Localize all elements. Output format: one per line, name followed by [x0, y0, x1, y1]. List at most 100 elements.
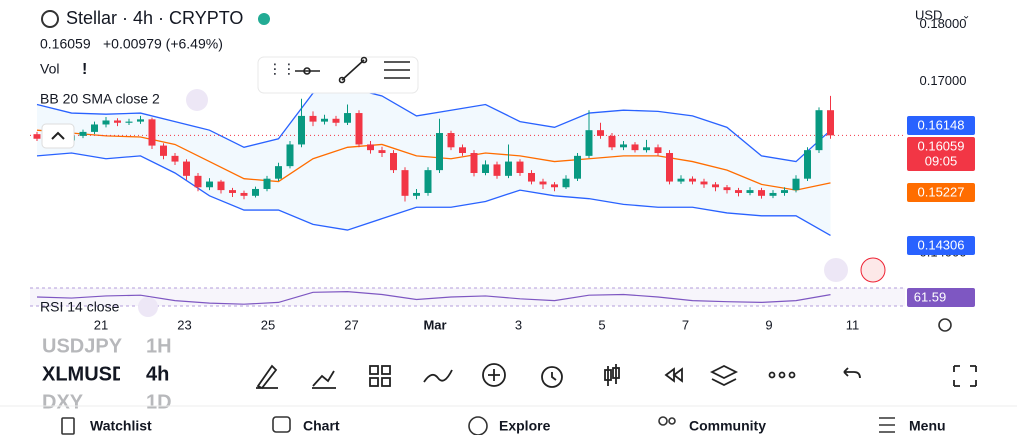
bb-icon	[186, 89, 208, 111]
candle-body	[574, 155, 581, 179]
candle-body	[758, 190, 765, 196]
collapse-button[interactable]	[41, 123, 75, 149]
candle-body	[252, 188, 259, 196]
x-tick-label: 11	[846, 317, 860, 332]
candle-body	[482, 164, 489, 173]
symbol-timeframe: 1D	[146, 391, 172, 413]
bb-upper	[36, 86, 831, 163]
candle-body	[217, 181, 225, 191]
candle-body	[367, 144, 374, 151]
drawing-toolbar[interactable]	[257, 56, 419, 94]
candle-body	[332, 118, 340, 123]
price-tag	[907, 236, 975, 255]
x-tick-label: Mar	[423, 317, 446, 332]
candle-body	[666, 153, 673, 182]
candle-body	[804, 150, 811, 179]
candle-body	[792, 178, 800, 191]
candle-body	[344, 113, 351, 123]
events-icon[interactable]	[824, 258, 848, 282]
x-tick-label: 5	[598, 317, 605, 332]
countdown: 09:05	[925, 153, 958, 168]
symbol-name: DXY	[42, 391, 84, 413]
settings-icon[interactable]	[938, 318, 952, 332]
y-tick-label: 0.17000	[920, 73, 967, 88]
nav-icons	[61, 416, 895, 435]
symbol-timeframe: 4h	[146, 363, 169, 385]
nav-item[interactable]: Menu	[909, 418, 946, 434]
candle-body	[263, 178, 271, 189]
price-tag	[907, 116, 975, 135]
nav-item[interactable]: Chart	[303, 418, 340, 434]
currency[interactable]: USD	[915, 7, 942, 22]
symbol-name: XLMUSD	[42, 363, 126, 385]
last-price: 0.16059	[40, 36, 91, 52]
candle-body	[620, 144, 627, 148]
candle-body	[206, 181, 213, 188]
candle-body	[712, 184, 719, 188]
symbol-timeframe: 1H	[146, 335, 172, 357]
candle-body	[355, 113, 363, 145]
candle-body	[240, 192, 248, 196]
collapse-icon	[51, 131, 65, 140]
candle-body	[424, 170, 432, 193]
bb-lower	[36, 152, 831, 236]
candle-body	[769, 192, 777, 196]
band-fill	[37, 87, 831, 236]
chart-layer: 0.180000.170000.150000.140000.161480.160…	[30, 16, 975, 332]
symbol-name: USDJPY	[42, 335, 123, 357]
price-tag-label: 0.16059	[918, 138, 965, 153]
bb-indicator[interactable]: BB 20 SMA close 2	[40, 91, 160, 107]
candle-body	[631, 144, 639, 151]
candle-body	[125, 121, 133, 123]
candle-body	[516, 161, 524, 173]
candle-body	[378, 150, 386, 154]
candle-body	[148, 119, 156, 146]
candle-body	[321, 118, 328, 122]
candle-body	[171, 155, 179, 162]
drawing-tools	[295, 56, 410, 84]
candle-body	[160, 145, 167, 156]
symbol-title[interactable]: Stellar · 4h · CRYPTO	[66, 8, 243, 28]
candle-body	[815, 110, 823, 151]
candle-body	[493, 164, 501, 176]
candle-body	[827, 110, 834, 136]
price-tag-label: 0.16148	[918, 117, 965, 132]
x-tick-label: 3	[515, 317, 522, 332]
x-tick-label: 9	[765, 317, 772, 332]
x-tick-label: 27	[344, 317, 358, 332]
candle-body	[298, 115, 305, 145]
candle-body	[735, 190, 742, 193]
x-tick-label: 21	[94, 317, 108, 332]
candle-body	[183, 161, 190, 176]
candle-body	[505, 161, 512, 176]
y-tick-label: 0.18000	[920, 16, 967, 31]
candle-body	[608, 135, 616, 148]
rsi-tag	[907, 288, 975, 307]
bottom-toolbar	[256, 363, 977, 390]
price-tag-label: 0.14306	[918, 237, 965, 252]
candle-body	[229, 190, 236, 193]
nav-item[interactable]: Watchlist	[90, 418, 152, 434]
candle-body	[436, 133, 443, 171]
candle-body	[677, 178, 685, 182]
candle-body	[447, 133, 455, 148]
vol-indicator[interactable]: Vol	[40, 61, 59, 77]
nav-item[interactable]: Explore	[499, 418, 551, 434]
flag-icon[interactable]	[860, 257, 886, 283]
symbol-mask	[120, 360, 130, 390]
rsi-indicator[interactable]: RSI 14 close	[40, 299, 120, 315]
price-tag	[907, 183, 975, 202]
rsi-line	[36, 290, 831, 305]
price-tag	[907, 137, 975, 171]
candle-body	[275, 166, 282, 179]
candle-body	[597, 130, 604, 136]
rsi-tag-label: 61.59	[914, 289, 947, 304]
nav-item[interactable]: Community	[689, 418, 766, 434]
candle-body	[137, 119, 144, 122]
candle-body	[91, 124, 98, 132]
candle-body	[700, 181, 708, 185]
price-tag-label: 0.15227	[918, 184, 965, 199]
candle-body	[643, 147, 650, 151]
